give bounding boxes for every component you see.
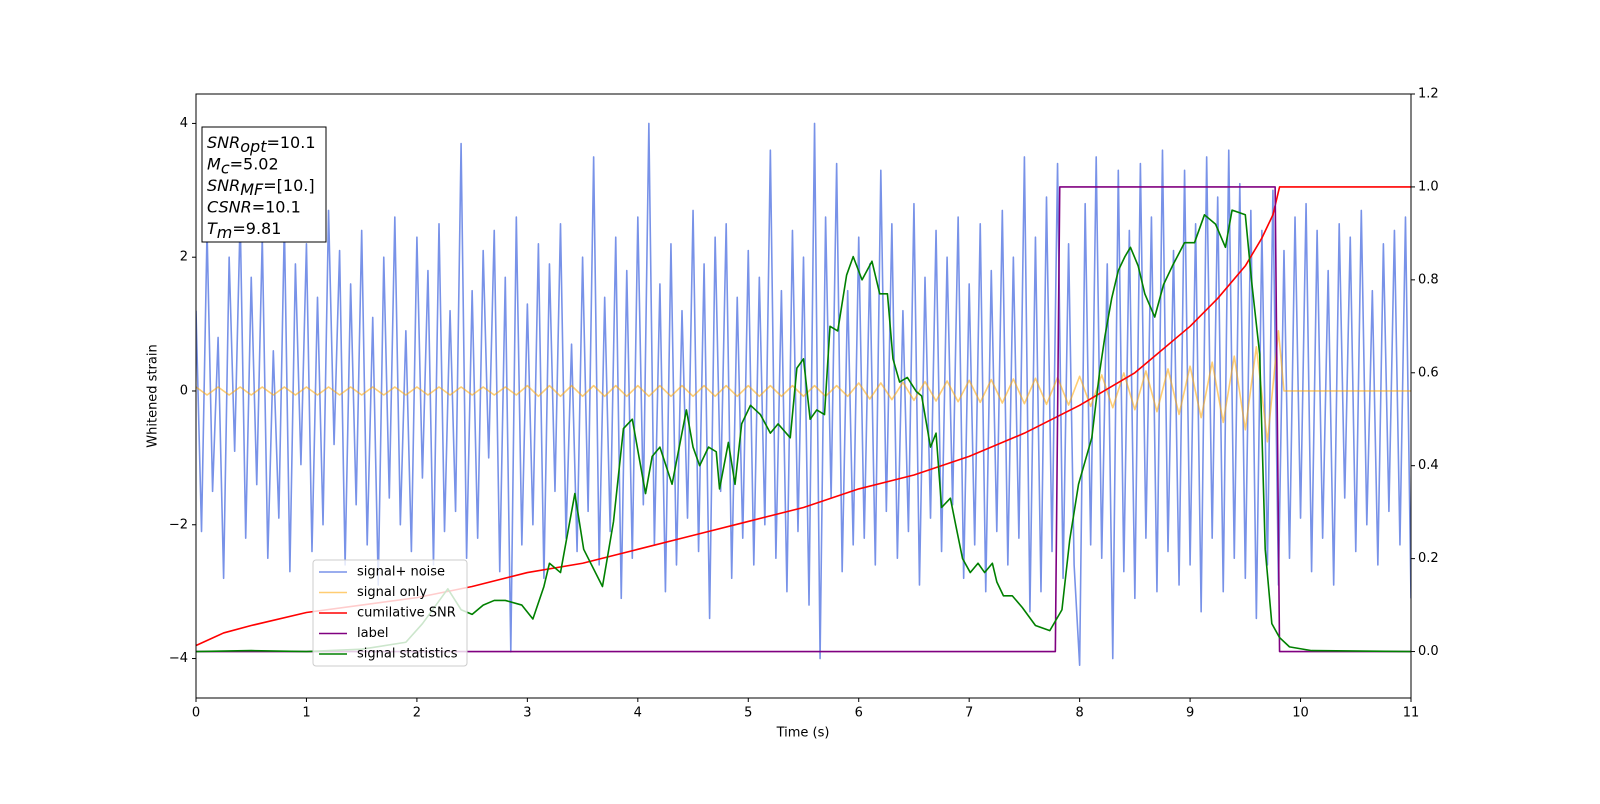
annotation-symbol: CSNR [207,197,252,216]
y2-tick-label: 1.0 [1418,179,1439,194]
annotation-text: Tm=9.81 [207,219,281,242]
legend-label: cumilative SNR [357,606,456,621]
x-tick-label: 1 [302,706,310,721]
annotation-value: =10.1 [252,197,301,216]
annotation-subscript: MF [240,180,264,199]
annotation-text: SNRMF=[10.] [207,176,315,199]
x-tick-label: 6 [855,706,863,721]
annotation-text: SNRopt=10.1 [207,133,316,156]
x-axis-label: Time (s) [776,726,830,741]
annotation: SNRopt=10.1Mc=5.02SNRMF=[10.]CSNR=10.1Tm… [201,126,327,243]
x-tick-label: 8 [1075,706,1083,721]
annotation-value: =[10.] [263,176,314,195]
annotation-subscript: c [221,158,230,177]
x-tick-label: 10 [1292,706,1309,721]
x-tick-label: 4 [634,706,642,721]
y-tick-label: 4 [180,116,188,131]
y2-tick-label: 0.4 [1418,458,1439,473]
annotation-symbol: SNR [207,176,240,195]
annotation-value: =10.1 [266,133,315,152]
annotation-symbol: T [207,219,218,238]
y-tick-label: −2 [169,517,188,532]
x-tick-label: 11 [1403,706,1420,721]
annotation-symbol: SNR [207,133,240,152]
y2-tick-label: 0.0 [1418,644,1439,659]
annotation-text: CSNR=10.1 [207,197,301,216]
x-tick-label: 3 [523,706,531,721]
y-axis-label: Whitened strain [146,344,161,447]
x-tick-label: 7 [965,706,973,721]
series-line [196,186,1411,653]
series-line [196,122,1411,667]
y2-tick-label: 1.2 [1418,87,1439,102]
annotation-box [201,126,327,243]
y-tick-label: 0 [180,383,188,398]
y2-tick-label: 0.8 [1418,272,1439,287]
annotation-value: =9.81 [232,219,281,238]
annotation-subscript: opt [240,137,267,156]
legend-label: signal only [357,585,427,600]
y2-tick-label: 0.6 [1418,365,1439,380]
annotation-text: Mc=5.02 [207,154,279,177]
x-tick-label: 5 [744,706,752,721]
series-line [196,329,1411,443]
legend-box [312,559,468,667]
plot-frame [195,93,1412,699]
annotation-subscript: m [217,223,233,242]
legend-label: signal statistics [357,647,458,662]
legend-label: signal+ noise [357,565,445,580]
annotation-value: =5.02 [230,154,279,173]
x-tick-label: 2 [413,706,421,721]
y2-tick-label: 0.2 [1418,551,1439,566]
legend-label: label [357,626,388,641]
legend: signal+ noise signal only cumilative SNR la… [312,559,468,667]
x-tick-label: 9 [1186,706,1194,721]
annotation-symbol: M [207,154,221,173]
y-tick-label: 2 [180,250,188,265]
y-tick-label: −4 [169,651,188,666]
x-tick-label: 0 [192,706,200,721]
series-line [196,209,1411,653]
